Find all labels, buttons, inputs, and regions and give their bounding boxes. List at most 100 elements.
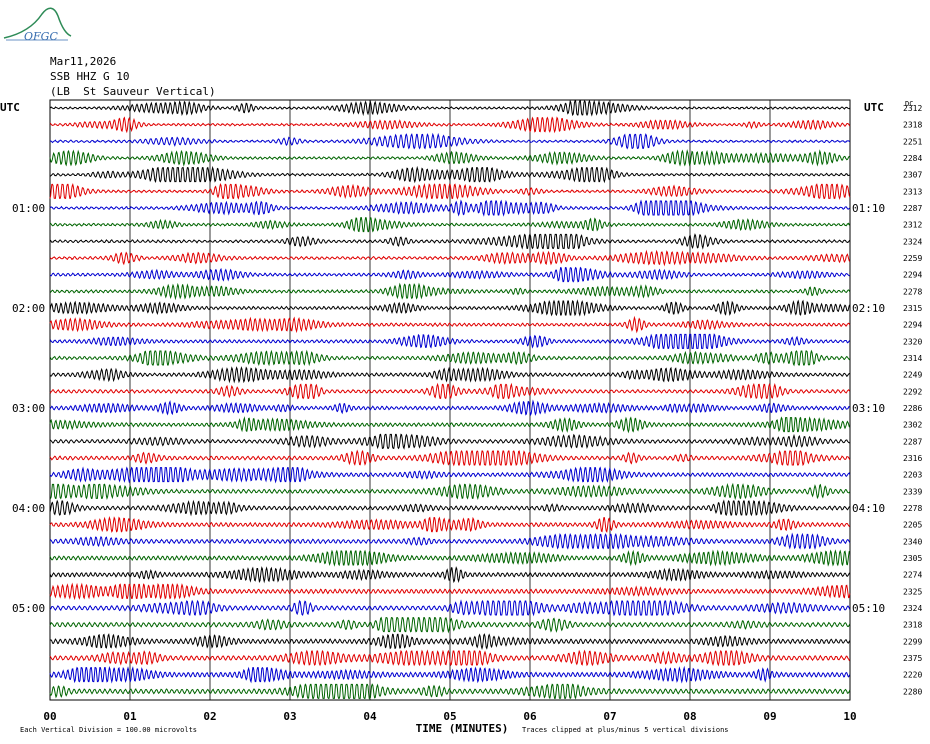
dc-offset-label: 2287	[903, 204, 922, 213]
seismic-trace	[49, 299, 851, 317]
seismic-trace	[49, 582, 851, 601]
seismic-trace	[49, 266, 850, 283]
seismic-trace	[49, 217, 851, 233]
dc-offset-label: 2312	[903, 221, 922, 230]
dc-offset-label: 2314	[903, 354, 922, 363]
dc-offset-label: 2294	[903, 271, 922, 280]
seismic-trace	[49, 599, 851, 617]
dc-offset-label: 2205	[903, 521, 922, 530]
seismic-trace	[49, 165, 851, 184]
seismic-trace	[49, 132, 851, 150]
hour-label-left: 03:00	[12, 402, 45, 415]
dc-offset-label: 2320	[903, 337, 922, 346]
dc-offset-label: 2307	[903, 171, 922, 180]
chart-grid	[49, 99, 851, 701]
seismic-trace	[49, 449, 851, 467]
seismic-trace	[49, 566, 851, 584]
header-date: Mar11,2026	[50, 55, 117, 68]
hour-label-right: 03:10	[852, 402, 885, 415]
dc-offset-label: 2339	[903, 487, 922, 496]
seismic-trace	[49, 516, 851, 533]
seismic-trace	[49, 249, 851, 267]
x-tick-label: 10	[843, 710, 856, 723]
seismic-trace	[49, 665, 851, 684]
dc-offset-label: 2318	[903, 121, 922, 130]
seismic-trace	[49, 199, 851, 217]
dc-offset-label: 2340	[903, 537, 922, 546]
seismic-trace	[49, 382, 851, 400]
dc-offset-label: 2312	[903, 104, 922, 113]
x-tick-label: 06	[523, 710, 537, 723]
header-location: (LB St Sauveur Vertical)	[50, 85, 216, 98]
seismic-trace	[49, 233, 851, 250]
hour-label-right: 02:10	[852, 302, 885, 315]
hour-label-left: 01:00	[12, 202, 45, 215]
seismic-trace	[49, 532, 851, 550]
dc-offset-label: 2313	[903, 187, 922, 196]
trace-group	[49, 99, 851, 700]
dc-offset-label: 2316	[903, 454, 922, 463]
dc-offset-label: 2315	[903, 304, 922, 313]
footer-scale-note: Each Vertical Division = 100.00 microvol…	[20, 726, 197, 734]
x-tick-label: 00	[43, 710, 56, 723]
seismic-trace	[49, 349, 851, 367]
seismic-trace	[49, 433, 851, 450]
x-axis-title: TIME (MINUTES)	[416, 722, 509, 735]
x-tick-label: 03	[283, 710, 296, 723]
dc-offset-label: 2305	[903, 554, 922, 563]
dc-offset-label: 2251	[903, 137, 922, 146]
seismic-trace	[49, 466, 851, 484]
seismic-trace	[49, 99, 851, 117]
seismic-trace	[49, 649, 851, 667]
seismic-trace	[49, 616, 851, 634]
hour-label-right: 01:10	[852, 202, 885, 215]
seismic-trace	[49, 333, 851, 350]
seismic-trace	[49, 416, 851, 434]
footer-clip-note: Traces clipped at plus/minus 5 vertical …	[522, 726, 729, 734]
hour-label-left: 02:00	[12, 302, 45, 315]
seismic-trace	[50, 482, 851, 501]
dc-offset-label: 2318	[903, 621, 922, 630]
dc-offset-label: 2274	[903, 571, 922, 580]
dc-offset-label: 2375	[903, 654, 922, 663]
seismic-trace	[49, 183, 851, 200]
logo-text: OFGC	[24, 30, 58, 43]
dc-offset-label: 2287	[903, 437, 922, 446]
hour-label-left: 04:00	[12, 502, 45, 515]
x-tick-label: 08	[683, 710, 696, 723]
seismic-trace	[49, 149, 851, 167]
utc-left-label: UTC	[0, 101, 20, 114]
hour-label-right: 04:10	[852, 502, 885, 515]
x-tick-label: 01	[123, 710, 137, 723]
dc-offset-label: 2278	[903, 287, 922, 296]
hour-label-right: 05:10	[852, 602, 885, 615]
seismic-trace	[49, 315, 851, 334]
dc-offset-label: 2284	[903, 154, 922, 163]
dc-offset-label: 2324	[903, 604, 922, 613]
dc-offset-label: 2302	[903, 421, 922, 430]
dc-offset-label: 2203	[903, 471, 922, 480]
seismic-trace	[49, 683, 851, 700]
label-group: 2312 2318 2251 2284 2307 2313 2287 2312 2324 2259…	[0, 100, 922, 735]
dc-header-label: DC	[905, 100, 913, 108]
x-tick-label: 09	[763, 710, 776, 723]
dc-offset-label: 2220	[903, 671, 922, 680]
utc-right-label: UTC	[864, 101, 884, 114]
seismic-trace	[49, 633, 851, 650]
seismic-trace	[49, 116, 851, 134]
dc-offset-label: 2259	[903, 254, 922, 263]
dc-offset-label: 2286	[903, 404, 922, 413]
header-station: SSB HHZ G 10	[50, 70, 130, 83]
dc-offset-label: 2294	[903, 321, 922, 330]
dc-offset-label: 2299	[903, 637, 922, 646]
dc-offset-label: 2278	[903, 504, 922, 513]
hour-label-left: 05:00	[12, 602, 45, 615]
x-tick-label: 04	[363, 710, 377, 723]
dc-offset-label: 2324	[903, 237, 922, 246]
ofgc-logo-icon	[3, 7, 72, 41]
ofgc-logo: OFGC	[2, 4, 72, 44]
x-tick-label: 02	[203, 710, 216, 723]
dc-offset-label: 2325	[903, 587, 922, 596]
x-tick-label: 07	[603, 710, 616, 723]
